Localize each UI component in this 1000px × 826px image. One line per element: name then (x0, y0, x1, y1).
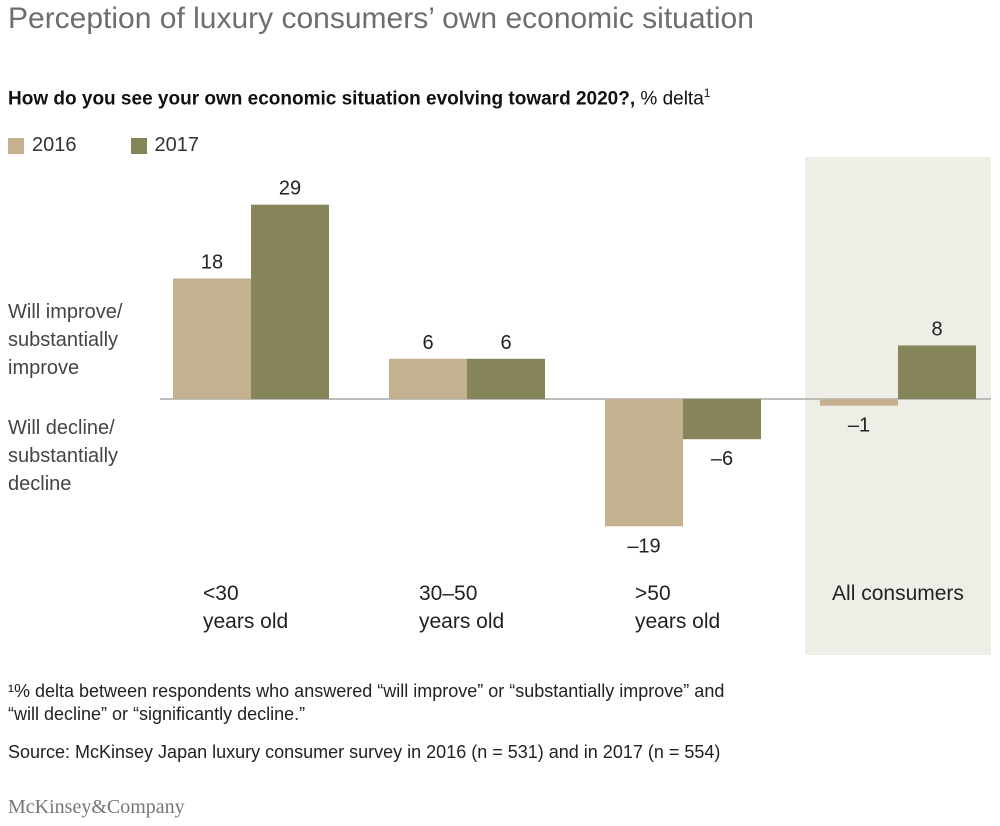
category-label-0: <30 years old (203, 582, 288, 633)
footnote: ¹% delta between respondents who answere… (8, 681, 725, 724)
bar-2017-2 (683, 399, 761, 440)
legend: 2016 2017 (8, 134, 199, 157)
legend-item-2016: 2016 (8, 134, 77, 157)
category-label-line: years old (419, 610, 504, 633)
data-label-2017-2: –6 (711, 448, 733, 470)
company-logo: McKinsey&Company (8, 796, 185, 818)
legend-swatch-2017 (130, 137, 147, 154)
subtitle-question: How do you see your own economic situati… (8, 88, 636, 110)
legend-item-2017: 2017 (130, 134, 200, 157)
category-label-line: years old (203, 610, 288, 633)
category-label-line: years old (635, 610, 720, 633)
category-label-2: >50 years old (635, 582, 720, 633)
chart-title: Perception of luxury consumers’ own econ… (8, 2, 754, 35)
bar-2016-1 (389, 358, 467, 399)
data-label-2016-2: –19 (627, 535, 660, 557)
data-label-2017-1: 6 (500, 332, 511, 354)
bar-2016-0 (173, 278, 251, 399)
data-label-2016-3: –1 (848, 415, 870, 437)
bar-2017-1 (467, 358, 545, 399)
source-note: Source: McKinsey Japan luxury consumer s… (8, 742, 721, 762)
legend-label-2016: 2016 (32, 134, 77, 156)
data-label-2017-3: 8 (931, 318, 942, 340)
category-label-line: 30–50 (419, 582, 477, 605)
category-label-line: All consumers (832, 582, 964, 605)
chart-subtitle: How do you see your own economic situati… (8, 86, 710, 110)
data-label-2016-0: 18 (201, 251, 223, 273)
category-label-3: All consumers (832, 582, 964, 605)
bar-chart: 18 6 –19 –1 29 6 –6 8 <30 years old 30–50 years old… (160, 157, 991, 655)
category-label-line: <30 (203, 582, 239, 605)
bar-2016-2 (605, 399, 683, 527)
legend-swatch-2016 (8, 137, 24, 154)
subtitle-footnote-mark: 1 (703, 86, 711, 100)
legend-label-2017: 2017 (154, 134, 200, 156)
positive-axis-label: Will improve/ substantially improve (8, 301, 123, 379)
bar-2017-3 (898, 345, 976, 399)
subtitle-unit: % delta (635, 88, 704, 110)
category-label-line: >50 (635, 582, 671, 605)
data-label-2016-1: 6 (422, 332, 433, 354)
category-label-1: 30–50 years old (419, 582, 504, 633)
data-label-2017-0: 29 (279, 178, 301, 200)
highlight-panel (805, 157, 991, 655)
bar-2017-0 (251, 204, 329, 399)
negative-axis-label: Will decline/ substantially decline (8, 417, 119, 495)
bar-2016-3 (820, 399, 898, 406)
